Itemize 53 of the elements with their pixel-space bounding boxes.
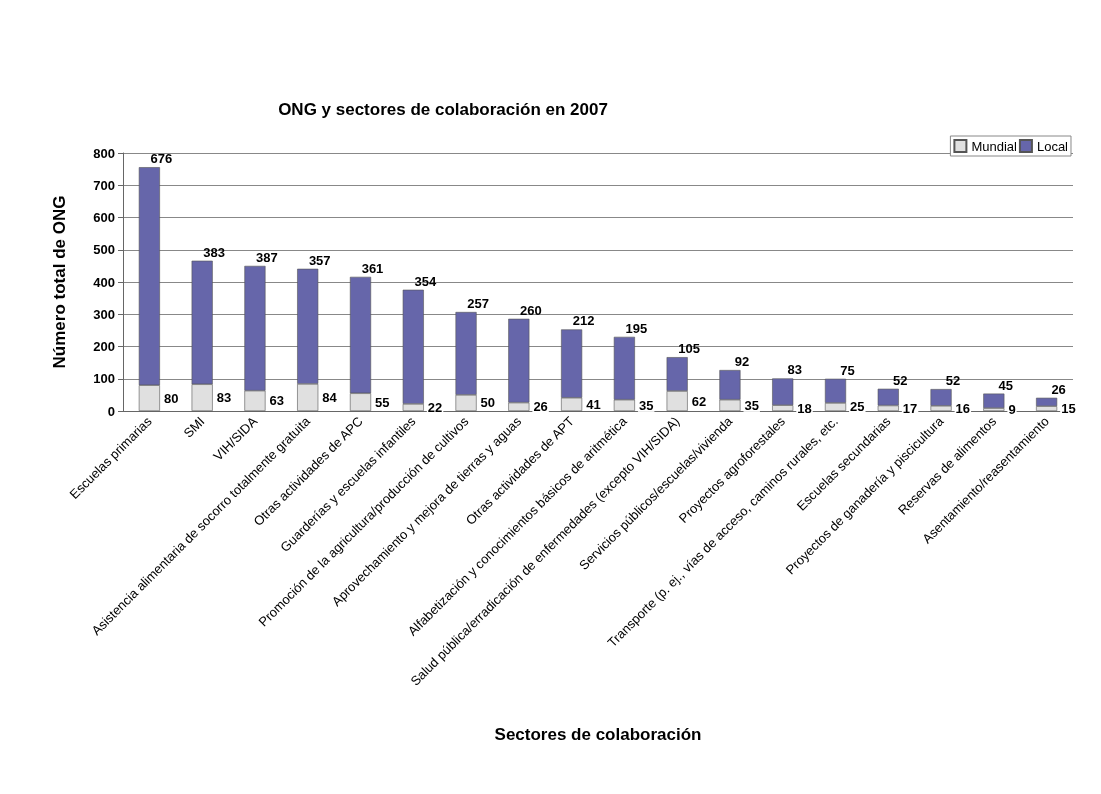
- y-axis-title: Número total de ONG: [50, 195, 69, 369]
- data-label: 52: [893, 372, 908, 388]
- data-label: 26: [1051, 381, 1066, 397]
- chart-title: ONG y sectores de colaboración en 2007: [278, 100, 608, 119]
- data-label: 35: [744, 397, 759, 413]
- bar: [983, 393, 1005, 409]
- data-label: 9: [1008, 402, 1016, 418]
- y-tick-label: 0: [107, 403, 115, 419]
- data-label: 383: [203, 244, 226, 260]
- data-label: 75: [840, 362, 855, 378]
- bar: [1036, 397, 1058, 407]
- data-label: 18: [797, 400, 812, 416]
- data-label: 62: [691, 393, 707, 409]
- data-label: 63: [269, 393, 284, 409]
- data-label: 35: [638, 397, 654, 413]
- data-label: 260: [519, 302, 542, 318]
- data-label: 41: [586, 396, 601, 412]
- data-label: 52: [945, 373, 961, 389]
- y-tick-label: 700: [93, 177, 115, 193]
- data-label: 212: [572, 313, 595, 329]
- y-tick-label: 600: [93, 210, 115, 225]
- data-label: 55: [375, 394, 390, 410]
- y-tick-label: 100: [93, 371, 115, 387]
- data-label: 92: [734, 354, 750, 370]
- data-label: 17: [902, 400, 918, 416]
- legend-label: Mundial: [971, 138, 1018, 154]
- data-label: 257: [467, 295, 489, 311]
- legend-label: Local: [1036, 138, 1069, 154]
- y-tick-label: 800: [93, 145, 115, 161]
- data-label: 25: [850, 399, 865, 415]
- data-label: 26: [533, 399, 548, 415]
- data-label: 84: [322, 389, 338, 405]
- y-tick-label: 300: [93, 306, 115, 322]
- data-label: 361: [361, 260, 384, 276]
- data-label: 105: [678, 341, 701, 357]
- y-tick-label: 400: [93, 274, 115, 290]
- data-label: 195: [625, 320, 648, 336]
- data-label: 83: [216, 390, 232, 406]
- data-label: 676: [150, 151, 173, 167]
- x-axis-title: Sectores de colaboración: [494, 725, 702, 744]
- data-label: 354: [414, 273, 437, 289]
- data-label: 45: [998, 377, 1014, 393]
- data-label: 50: [480, 395, 496, 411]
- y-tick-label: 500: [93, 242, 115, 258]
- data-label: 22: [427, 399, 443, 415]
- data-label: 357: [308, 252, 331, 268]
- data-label: 80: [163, 390, 179, 406]
- x-tick-label: SMI: [180, 413, 208, 441]
- data-label: 15: [1061, 401, 1076, 417]
- data-label: 16: [955, 400, 971, 416]
- y-tick-label: 200: [93, 339, 115, 354]
- data-label: 83: [787, 362, 802, 378]
- data-label: 387: [256, 249, 278, 265]
